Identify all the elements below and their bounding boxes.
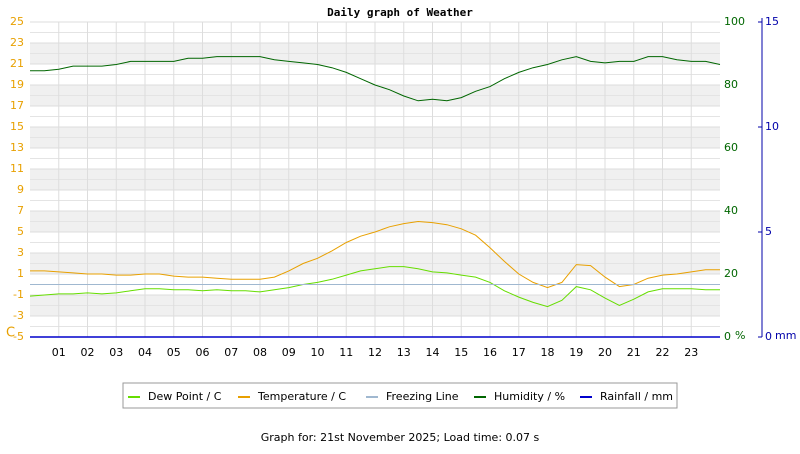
y3-tick-label: 10 <box>765 120 779 133</box>
y-tick-label: 13 <box>10 141 24 154</box>
x-tick-label: 19 <box>569 346 583 359</box>
x-tick-label: 13 <box>397 346 411 359</box>
x-tick-label: 05 <box>167 346 181 359</box>
y2-tick-label: 80 <box>724 78 738 91</box>
x-tick-label: 07 <box>224 346 238 359</box>
y-unit: C <box>6 326 15 341</box>
y3-tick-label: 5 <box>765 225 772 238</box>
y-tick-label: -5 <box>13 330 24 343</box>
x-tick-label: 09 <box>282 346 296 359</box>
y-tick-label: 15 <box>10 120 24 133</box>
x-tick-label: 14 <box>426 346 440 359</box>
x-tick-label: 03 <box>109 346 123 359</box>
y-tick-label: 5 <box>17 225 24 238</box>
x-tick-label: 15 <box>454 346 468 359</box>
y2-tick-label: 20 <box>724 267 738 280</box>
y-tick-label: 19 <box>10 78 24 91</box>
y2-unit: % <box>735 329 745 342</box>
x-tick-label: 06 <box>196 346 210 359</box>
y3-tick-label: 15 <box>765 15 779 28</box>
y-tick-label: -1 <box>13 288 24 301</box>
y2-tick-label: 40 <box>724 204 738 217</box>
y-tick-label: 7 <box>17 204 24 217</box>
y-tick-label: 21 <box>10 57 24 70</box>
y-tick-label: 23 <box>10 36 24 49</box>
series-line <box>30 220 720 289</box>
y-tick-label: 3 <box>17 246 24 259</box>
x-tick-label: 23 <box>684 346 698 359</box>
y-tick-label: 9 <box>17 183 24 196</box>
y2-tick-label: 0 <box>724 330 731 343</box>
legend-label: Dew Point / C <box>148 390 222 403</box>
x-tick-label: 10 <box>311 346 325 359</box>
legend-label: Freezing Line <box>386 390 459 403</box>
chart-title: Daily graph of Weather <box>327 6 473 19</box>
y-tick-label: 1 <box>17 267 24 280</box>
y-tick-label: -3 <box>13 309 24 322</box>
footer: Graph for: 21st November 2025; Load time… <box>261 431 540 444</box>
x-tick-label: 08 <box>253 346 267 359</box>
y-tick-label: 11 <box>10 162 24 175</box>
y3-unit: mm <box>775 329 796 342</box>
x-tick-label: 16 <box>483 346 497 359</box>
x-tick-label: 11 <box>339 346 353 359</box>
y2-tick-label: 60 <box>724 141 738 154</box>
y2-tick-label: 100 <box>724 15 745 28</box>
series-line <box>29 266 720 308</box>
x-tick-label: 22 <box>656 346 670 359</box>
legend-label: Humidity / % <box>494 390 565 403</box>
legend-box <box>122 382 678 409</box>
x-tick-label: 12 <box>368 346 382 359</box>
x-tick-label: 21 <box>627 346 641 359</box>
x-tick-label: 20 <box>598 346 612 359</box>
y-tick-label: 17 <box>10 99 24 112</box>
y-tick-label: 25 <box>10 15 24 28</box>
x-tick-label: 18 <box>541 346 555 359</box>
x-tick-label: 01 <box>52 346 66 359</box>
legend-label: Temperature / C <box>257 390 346 403</box>
x-tick-label: 04 <box>138 346 152 359</box>
legend-label: Rainfall / mm <box>600 390 673 403</box>
x-tick-label: 17 <box>512 346 526 359</box>
x-tick-label: 02 <box>81 346 95 359</box>
plot-background <box>30 21 720 338</box>
series-line <box>30 56 721 102</box>
y3-tick-label: 0 <box>765 330 772 343</box>
